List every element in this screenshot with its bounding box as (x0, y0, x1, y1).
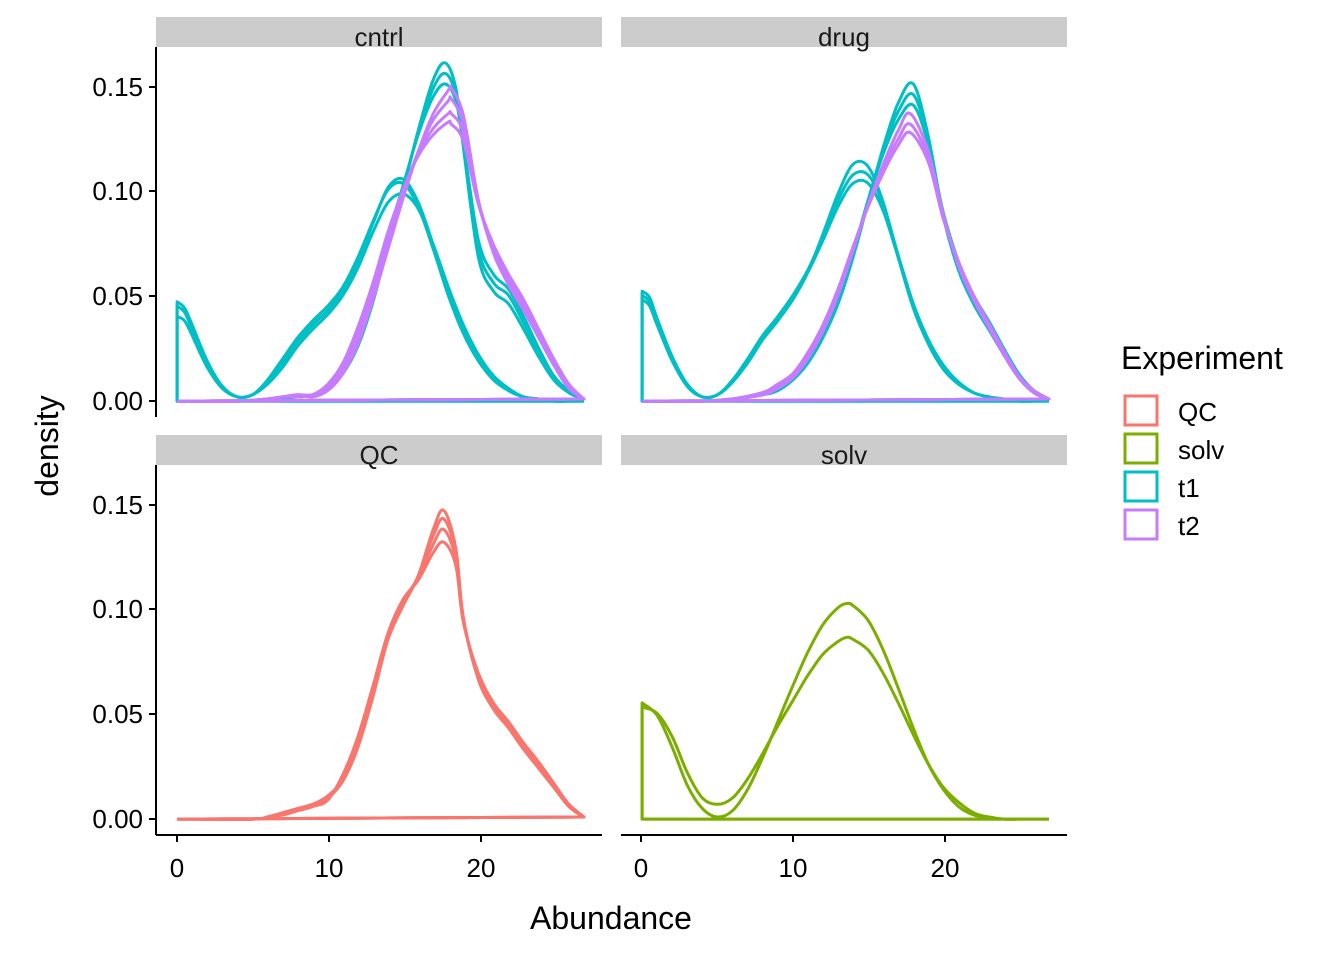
legend-item-t2: t2 (1123, 508, 1200, 541)
legend-key-t1 (1123, 470, 1159, 503)
density-curve-t1-6 (177, 82, 586, 403)
x-tick-label: 10 (779, 853, 808, 883)
facet-drug: drug (621, 17, 1067, 403)
curves-qc (177, 508, 586, 821)
density-curve-QC-4 (177, 540, 586, 821)
density-curve-t1-6 (642, 102, 1051, 403)
legend-title: Experiment (1121, 340, 1283, 376)
legend-key-solv (1123, 432, 1159, 465)
legend-item-solv: solv (1123, 432, 1224, 465)
facet-strip-solv (621, 435, 1067, 465)
curves-solv (640, 601, 1049, 821)
legend: Experiment QC solv t1 t2 (1121, 340, 1283, 541)
x-tick-label: 0 (170, 853, 184, 883)
legend-label-t1: t1 (1178, 473, 1200, 503)
facet-strip-label-drug: drug (818, 22, 870, 52)
density-curve-t2-7 (642, 111, 1051, 403)
x-tick-label: 20 (467, 853, 496, 883)
x-tick-label: 10 (315, 853, 344, 883)
legend-label-qc: QC (1178, 397, 1217, 427)
legend-item-qc: QC (1123, 394, 1217, 427)
legend-key-qc (1123, 394, 1159, 427)
density-curve-t1-5 (642, 92, 1051, 403)
density-curve-QC-3 (177, 527, 586, 821)
density-curve-solv-2 (640, 635, 1049, 821)
facet-strip-label-solv: solv (821, 440, 867, 470)
y-tick-label: 0.15 (92, 72, 143, 102)
density-curve-t1-3 (640, 178, 1049, 403)
y-tick-label: 0.00 (92, 386, 143, 416)
legend-key-t2 (1123, 508, 1159, 541)
density-curve-t1-3 (175, 192, 584, 403)
facet-strip-qc (156, 435, 602, 465)
legend-item-t1: t1 (1123, 470, 1200, 503)
facet-strip-cntrl (156, 17, 602, 47)
density-curve-solv-1 (640, 601, 1049, 821)
y-tick-label: 0.05 (92, 281, 143, 311)
y-tick-label: 0.10 (92, 176, 143, 206)
density-curve-t1-4 (642, 81, 1051, 403)
density-curve-t2-10 (177, 119, 586, 403)
density-curve-t2-8 (177, 95, 586, 403)
legend-label-t2: t2 (1178, 511, 1200, 541)
facet-solv: solv 0 10 20 (621, 435, 1067, 883)
y-tick-label: 0.15 (92, 490, 143, 520)
x-ticks-qc: 0 10 20 (170, 835, 496, 883)
legend-label-solv: solv (1178, 435, 1224, 465)
y-ticks-qc: 0.00 0.05 0.10 0.15 (92, 490, 156, 834)
facet-strip-label-qc: QC (360, 440, 399, 470)
x-tick-label: 0 (634, 853, 648, 883)
x-axis-title: Abundance (530, 900, 692, 936)
y-ticks-cntrl: 0.00 0.05 0.10 0.15 (92, 72, 156, 416)
density-curve-t1-5 (177, 71, 586, 403)
facet-strip-drug (621, 17, 1067, 47)
density-curve-t2-7 (177, 84, 586, 403)
y-tick-label: 0.10 (92, 594, 143, 624)
y-axis-title: density (29, 395, 65, 496)
density-curve-QC-2 (177, 516, 586, 821)
facet-cntrl: cntrl 0.00 0.05 0.10 0.15 (92, 17, 602, 417)
y-tick-label: 0.05 (92, 699, 143, 729)
facet-qc: QC 0.00 0.05 0.10 0.15 0 10 20 (92, 435, 602, 883)
density-curve-t2-9 (642, 130, 1051, 403)
density-curve-t1-4 (177, 61, 586, 403)
x-tick-label: 20 (931, 853, 960, 883)
y-tick-label: 0.00 (92, 804, 143, 834)
density-curve-t1-1 (175, 176, 584, 403)
curves-cntrl (175, 61, 586, 403)
facet-strip-label-cntrl: cntrl (354, 22, 403, 52)
x-ticks-solv: 0 10 20 (634, 835, 960, 883)
density-curve-t2-8 (642, 122, 1051, 403)
curves-drug (640, 81, 1051, 403)
